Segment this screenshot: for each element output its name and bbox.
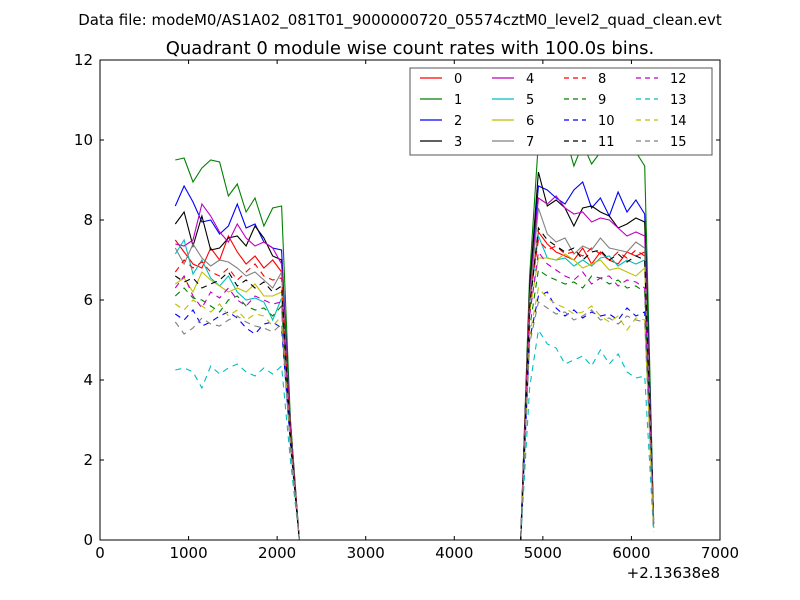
series-line-9 xyxy=(174,269,655,541)
legend-label-11: 11 xyxy=(598,135,615,150)
series-line-8 xyxy=(174,238,655,541)
x-tick-label: 0 xyxy=(95,544,105,562)
y-tick-label: 12 xyxy=(74,51,93,69)
legend-label-7: 7 xyxy=(526,135,534,150)
chart-title: Quadrant 0 module wise count rates with … xyxy=(166,38,655,59)
legend-label-10: 10 xyxy=(598,114,615,129)
series-layer xyxy=(174,127,655,541)
legend-label-8: 8 xyxy=(598,72,606,87)
series-line-15 xyxy=(174,301,655,541)
legend-label-9: 9 xyxy=(598,93,606,108)
legend-label-14: 14 xyxy=(670,114,687,129)
legend-label-5: 5 xyxy=(526,93,534,108)
y-tick-label: 4 xyxy=(83,371,93,389)
series-line-10 xyxy=(174,291,655,541)
legend-label-15: 15 xyxy=(670,135,687,150)
legend-label-2: 2 xyxy=(454,114,462,129)
legend-label-12: 12 xyxy=(670,72,687,87)
series-line-14 xyxy=(174,286,655,541)
x-offset-label: +2.13638e8 xyxy=(627,564,720,582)
legend-label-6: 6 xyxy=(526,114,534,129)
series-line-2 xyxy=(174,181,655,541)
legend-label-1: 1 xyxy=(454,93,462,108)
series-line-4 xyxy=(175,195,655,541)
chart-suptitle: Data file: modeM0/AS1A02_081T01_90000007… xyxy=(78,11,722,30)
legend-frame xyxy=(409,67,713,156)
y-tick-label: 8 xyxy=(83,211,93,229)
series-line-12 xyxy=(174,250,655,541)
y-tick-label: 10 xyxy=(74,131,93,149)
x-tick-label: 5000 xyxy=(524,544,562,562)
x-tick-label: 1000 xyxy=(169,544,207,562)
x-tick-label: 3000 xyxy=(347,544,385,562)
series-line-13 xyxy=(175,328,655,541)
x-tick-label: 4000 xyxy=(435,544,473,562)
x-tick-label: 7000 xyxy=(701,544,739,562)
series-line-1 xyxy=(175,127,655,541)
series-line-6 xyxy=(174,253,655,541)
y-tick-label: 2 xyxy=(83,451,93,469)
series-line-11 xyxy=(174,226,655,541)
legend-label-3: 3 xyxy=(454,135,462,150)
legend-label-0: 0 xyxy=(454,72,462,87)
y-tick-label: 6 xyxy=(83,291,93,309)
x-tick-label: 2000 xyxy=(258,544,296,562)
series-line-7 xyxy=(174,207,655,541)
series-line-5 xyxy=(174,233,655,541)
series-line-0 xyxy=(174,230,655,541)
x-tick-label: 6000 xyxy=(612,544,650,562)
legend-label-4: 4 xyxy=(526,72,534,87)
y-tick-label: 0 xyxy=(83,531,93,549)
legend-label-13: 13 xyxy=(670,93,687,108)
